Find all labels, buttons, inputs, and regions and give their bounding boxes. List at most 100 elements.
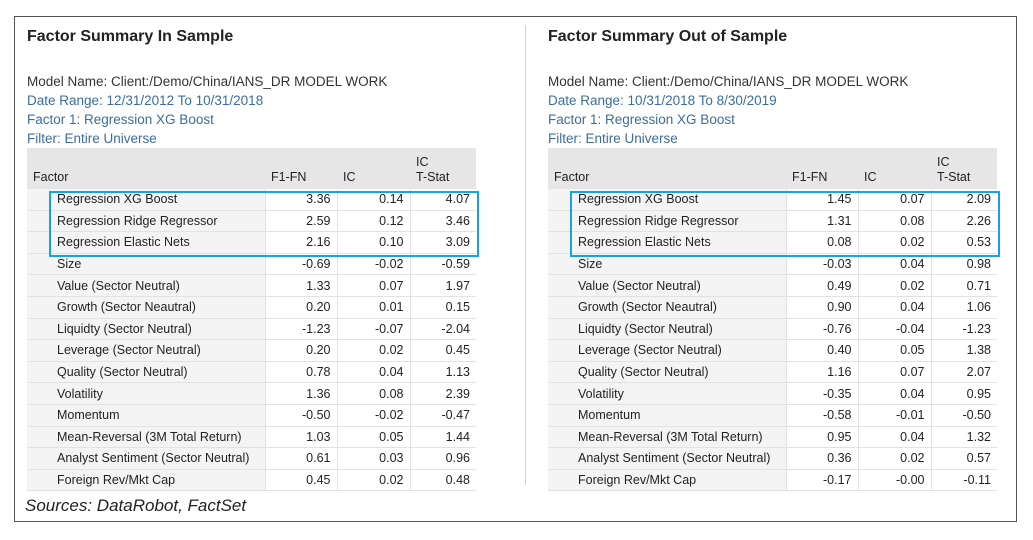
header-f1fn: F1-FN [265,148,337,189]
f1fn-cell: 3.36 [264,189,337,211]
ic-cell: -0.02 [336,253,410,276]
factor-name-cell: Growth (Sector Neautral) [548,296,786,319]
ic-cell: 0.02 [857,274,931,297]
factor-name-cell: Regression Ridge Regressor [548,210,786,233]
table-row: Growth (Sector Neautral) 0.20 0.01 0.15 [27,296,476,319]
f1fn-cell: 0.40 [785,339,858,362]
table-row: Momentum -0.58 -0.01 -0.50 [548,404,997,427]
factor-name-cell: Regression Elastic Nets [27,231,265,254]
table-row: Regression XG Boost 3.36 0.14 4.07 [27,189,476,211]
f1fn-cell: -0.58 [785,404,858,427]
f1fn-cell: 2.59 [264,210,337,233]
f1fn-cell: 1.16 [785,361,858,384]
table-row: Regression Ridge Regressor 1.31 0.08 2.26 [548,210,997,233]
factor-name-cell: Analyst Sentiment (Sector Neutral) [27,447,265,470]
f1fn-cell: -0.76 [785,318,858,341]
table-row: Regression Elastic Nets 0.08 0.02 0.53 [548,231,997,254]
ic-tstat-cell: -0.47 [409,404,476,427]
ic-cell: 0.03 [336,447,410,470]
ic-tstat-cell: 1.97 [409,274,476,297]
factor-name-cell: Momentum [27,404,265,427]
date-range: Date Range: 12/31/2012 To 10/31/2018 [27,93,264,108]
header-ic-tstat-line2: T-Stat [416,170,450,184]
ic-cell: -0.04 [857,318,931,341]
header-ic-tstat-line1: IC [937,155,950,169]
table-row: Size -0.69 -0.02 -0.59 [27,253,476,276]
ic-tstat-cell: 0.57 [930,447,997,470]
ic-tstat-cell: 1.06 [930,296,997,319]
f1fn-cell: 0.08 [785,231,858,254]
ic-cell: 0.08 [857,210,931,233]
ic-tstat-cell: -2.04 [409,318,476,341]
factor-name-cell: Foreign Rev/Mkt Cap [548,469,786,492]
ic-tstat-cell: 2.09 [930,189,997,211]
ic-cell: 0.05 [336,426,410,449]
f1fn-cell: 0.95 [785,426,858,449]
ic-cell: -0.02 [336,404,410,427]
factor-name-cell: Momentum [548,404,786,427]
ic-tstat-cell: 4.07 [409,189,476,211]
table-row: Mean-Reversal (3M Total Return) 1.03 0.05 1… [27,426,476,449]
ic-cell: 0.07 [857,361,931,384]
factor-name-cell: Regression Ridge Regressor [27,210,265,233]
ic-cell: 0.05 [857,339,931,362]
header-ic-tstat-line2: T-Stat [937,170,971,184]
table-header-row: Factor F1-FN IC IC T-Stat [548,148,997,189]
table-row: Mean-Reversal (3M Total Return) 0.95 0.04 1… [548,426,997,449]
ic-cell: 0.14 [336,189,410,211]
factor-name-cell: Leverage (Sector Neutral) [27,339,265,362]
ic-cell: -0.01 [857,404,931,427]
table-row: Foreign Rev/Mkt Cap 0.45 0.02 0.48 [27,469,476,492]
f1fn-cell: 2.16 [264,231,337,254]
table-row: Volatility -0.35 0.04 0.95 [548,382,997,405]
ic-tstat-cell: -0.50 [930,404,997,427]
panel-divider [525,25,526,485]
table-row: Regression Elastic Nets 2.16 0.10 3.09 [27,231,476,254]
factor-name-cell: Analyst Sentiment (Sector Neutral) [548,447,786,470]
factor-name-cell: Value (Sector Neutral) [27,274,265,297]
table-row: Leverage (Sector Neutral) 0.40 0.05 1.38 [548,339,997,362]
header-factor: Factor [27,148,265,189]
factor-label: Factor 1: Regression XG Boost [27,112,214,127]
factor-name-cell: Growth (Sector Neautral) [27,296,265,319]
f1fn-cell: -0.69 [264,253,337,276]
f1fn-cell: 0.20 [264,339,337,362]
highlight-box [49,191,479,257]
factor-name-cell: Mean-Reversal (3M Total Return) [548,426,786,449]
figure-frame: Factor Summary In Sample Model Name: Cli… [14,16,1017,522]
f1fn-cell: 1.03 [264,426,337,449]
table-row: Analyst Sentiment (Sector Neutral) 0.36 0.… [548,447,997,470]
header-factor: Factor [548,148,786,189]
ic-cell: 0.02 [857,231,931,254]
table-row: Analyst Sentiment (Sector Neutral) 0.61 0.… [27,447,476,470]
header-ic-tstat: IC T-Stat [931,148,997,189]
date-range: Date Range: 10/31/2018 To 8/30/2019 [548,93,777,108]
factor-name-cell: Regression Elastic Nets [548,231,786,254]
model-name: Model Name: Client:/Demo/China/IANS_DR M… [548,74,909,89]
table-row: Growth (Sector Neautral) 0.90 0.04 1.06 [548,296,997,319]
table-row: Value (Sector Neutral) 1.33 0.07 1.97 [27,274,476,297]
ic-cell: 0.07 [857,189,931,211]
factor-name-cell: Volatility [548,382,786,405]
table-row: Liquidty (Sector Neutral) -0.76 -0.04 -1.23 [548,318,997,341]
f1fn-cell: 0.61 [264,447,337,470]
ic-tstat-cell: 0.15 [409,296,476,319]
ic-cell: -0.00 [857,469,931,492]
table-row: Volatility 1.36 0.08 2.39 [27,382,476,405]
ic-tstat-cell: 1.32 [930,426,997,449]
header-ic-tstat-line1: IC [416,155,429,169]
table-body: Regression XG Boost 1.45 0.07 2.09 Regressio… [548,189,997,492]
f1fn-cell: 0.78 [264,361,337,384]
ic-tstat-cell: 1.44 [409,426,476,449]
ic-cell: 0.04 [857,382,931,405]
source-note: Sources: DataRobot, FactSet [25,496,247,515]
factor-name-cell: Size [548,253,786,276]
table-row: Leverage (Sector Neutral) 0.20 0.02 0.45 [27,339,476,362]
f1fn-cell: -1.23 [264,318,337,341]
factor-name-cell: Regression XG Boost [548,189,786,211]
factor-name-cell: Quality (Sector Neutral) [27,361,265,384]
f1fn-cell: 0.45 [264,469,337,492]
ic-tstat-cell: 0.98 [930,253,997,276]
panel-title: Factor Summary Out of Sample [548,28,788,45]
factor-table: Factor F1-FN IC IC T-Stat Regression XG B… [27,148,476,492]
